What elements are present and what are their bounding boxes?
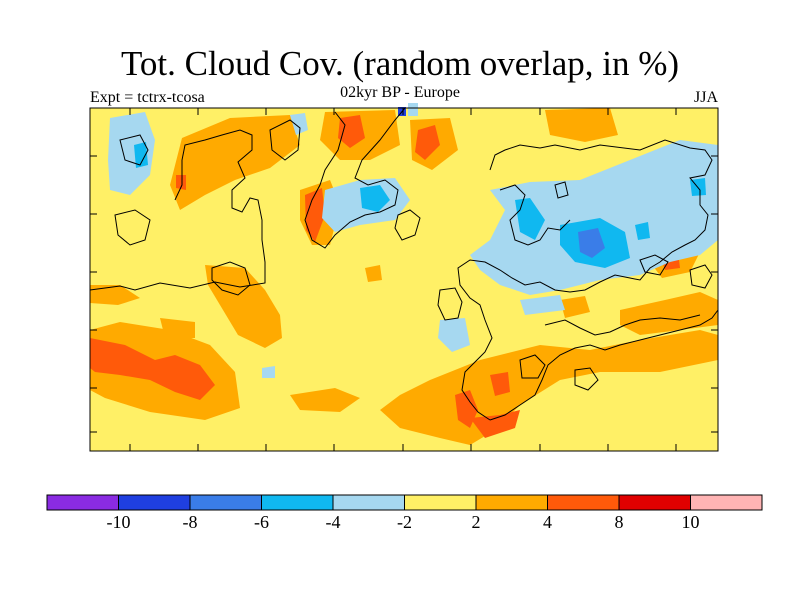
colorbar-tick-label: 10 — [681, 512, 700, 532]
colorbar-swatch — [118, 494, 191, 511]
period-region-label: 02kyr BP - Europe — [340, 84, 460, 101]
colorbar — [46, 494, 763, 511]
season-label: JJA — [693, 89, 718, 106]
cloud-anomaly-field — [90, 103, 718, 445]
colorbar-tick-label: -8 — [182, 512, 198, 532]
colorbar-swatch — [618, 494, 691, 511]
colorbar-tick-label: -4 — [325, 512, 341, 532]
colorbar-tick-label: -6 — [254, 512, 269, 532]
colorbar-swatch — [404, 494, 477, 511]
colorbar-tick-label: 8 — [614, 512, 624, 532]
colorbar-swatch — [189, 494, 262, 511]
colorbar-tick-label: 2 — [471, 512, 481, 532]
map-frame — [89, 107, 719, 452]
coastlines — [89, 107, 719, 421]
colorbar-swatch — [690, 494, 763, 511]
colorbar-tick-label: -10 — [106, 512, 131, 532]
colorbar-swatch — [46, 494, 119, 511]
colorbar-swatch — [475, 494, 548, 511]
experiment-label: Expt = tctrx-tcosa — [90, 89, 205, 106]
colorbar-swatch — [332, 494, 405, 511]
colorbar-swatch — [547, 494, 620, 511]
map-panel — [89, 103, 719, 452]
colorbar-tick-label: 4 — [543, 512, 552, 532]
map-ticks — [90, 108, 718, 451]
map-title: Tot. Cloud Cov. (random overlap, in %) — [120, 44, 680, 83]
colorbar-swatch — [261, 494, 334, 511]
colorbar-tick-label: -2 — [397, 512, 412, 532]
